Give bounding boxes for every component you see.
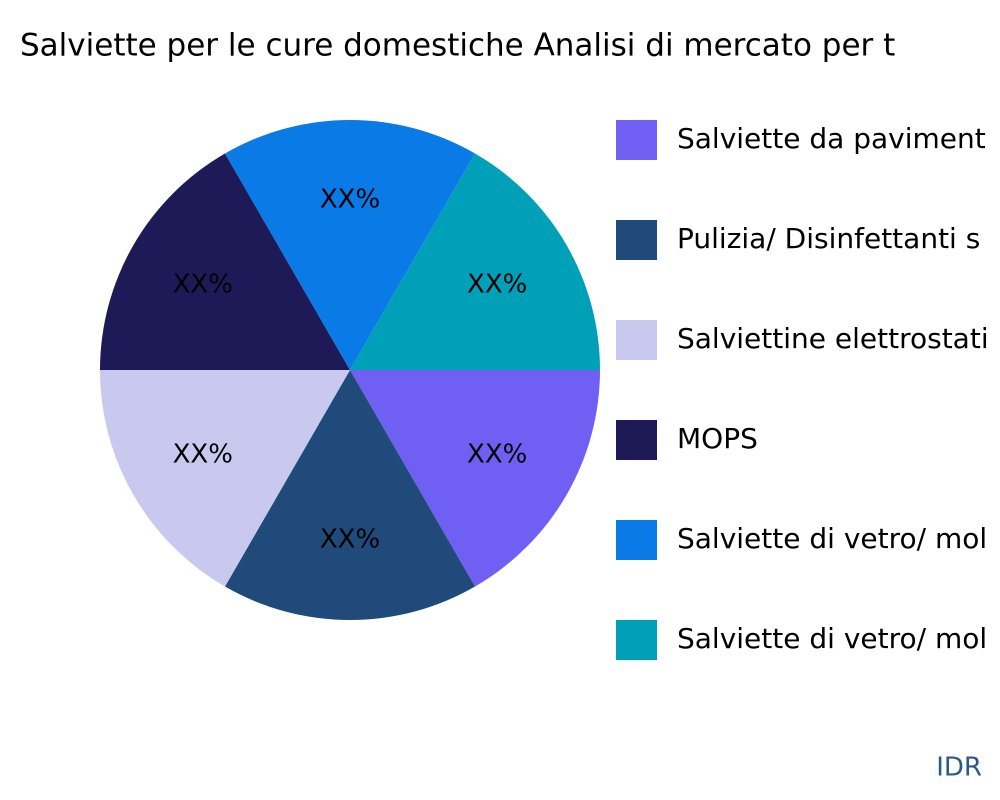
- legend-swatch: [616, 620, 657, 660]
- legend-label: MOPS: [677, 422, 758, 455]
- slice-label: XX%: [173, 440, 233, 470]
- source-label: IDR: [936, 753, 982, 783]
- pie-slice: [225, 370, 475, 620]
- legend-swatch: [616, 320, 657, 360]
- legend-label: Salviette da paviment: [677, 122, 986, 155]
- legend-label: Salviette di vetro/ mol: [677, 622, 987, 655]
- legend-label: Salviette di vetro/ mol: [677, 522, 987, 555]
- legend-label: Pulizia/ Disinfettanti s: [677, 222, 980, 255]
- legend-swatch: [616, 420, 657, 460]
- legend-swatch: [616, 120, 657, 160]
- legend-swatch: [616, 220, 657, 260]
- slice-label: XX%: [467, 270, 527, 300]
- chart-title: Salviette per le cure domestiche Analisi…: [20, 28, 895, 64]
- pie-slice: [350, 153, 600, 370]
- slice-label: XX%: [320, 185, 380, 215]
- pie-slice: [225, 119, 475, 370]
- pie-slice: [350, 370, 600, 587]
- slice-label: XX%: [467, 440, 527, 470]
- slice-label: XX%: [320, 525, 380, 555]
- legend-swatch: [616, 520, 657, 560]
- legend-label: Salviettine elettrostati: [677, 322, 989, 355]
- slice-label: XX%: [173, 270, 233, 300]
- pie-slice: [100, 370, 350, 587]
- pie-slice: [100, 153, 350, 370]
